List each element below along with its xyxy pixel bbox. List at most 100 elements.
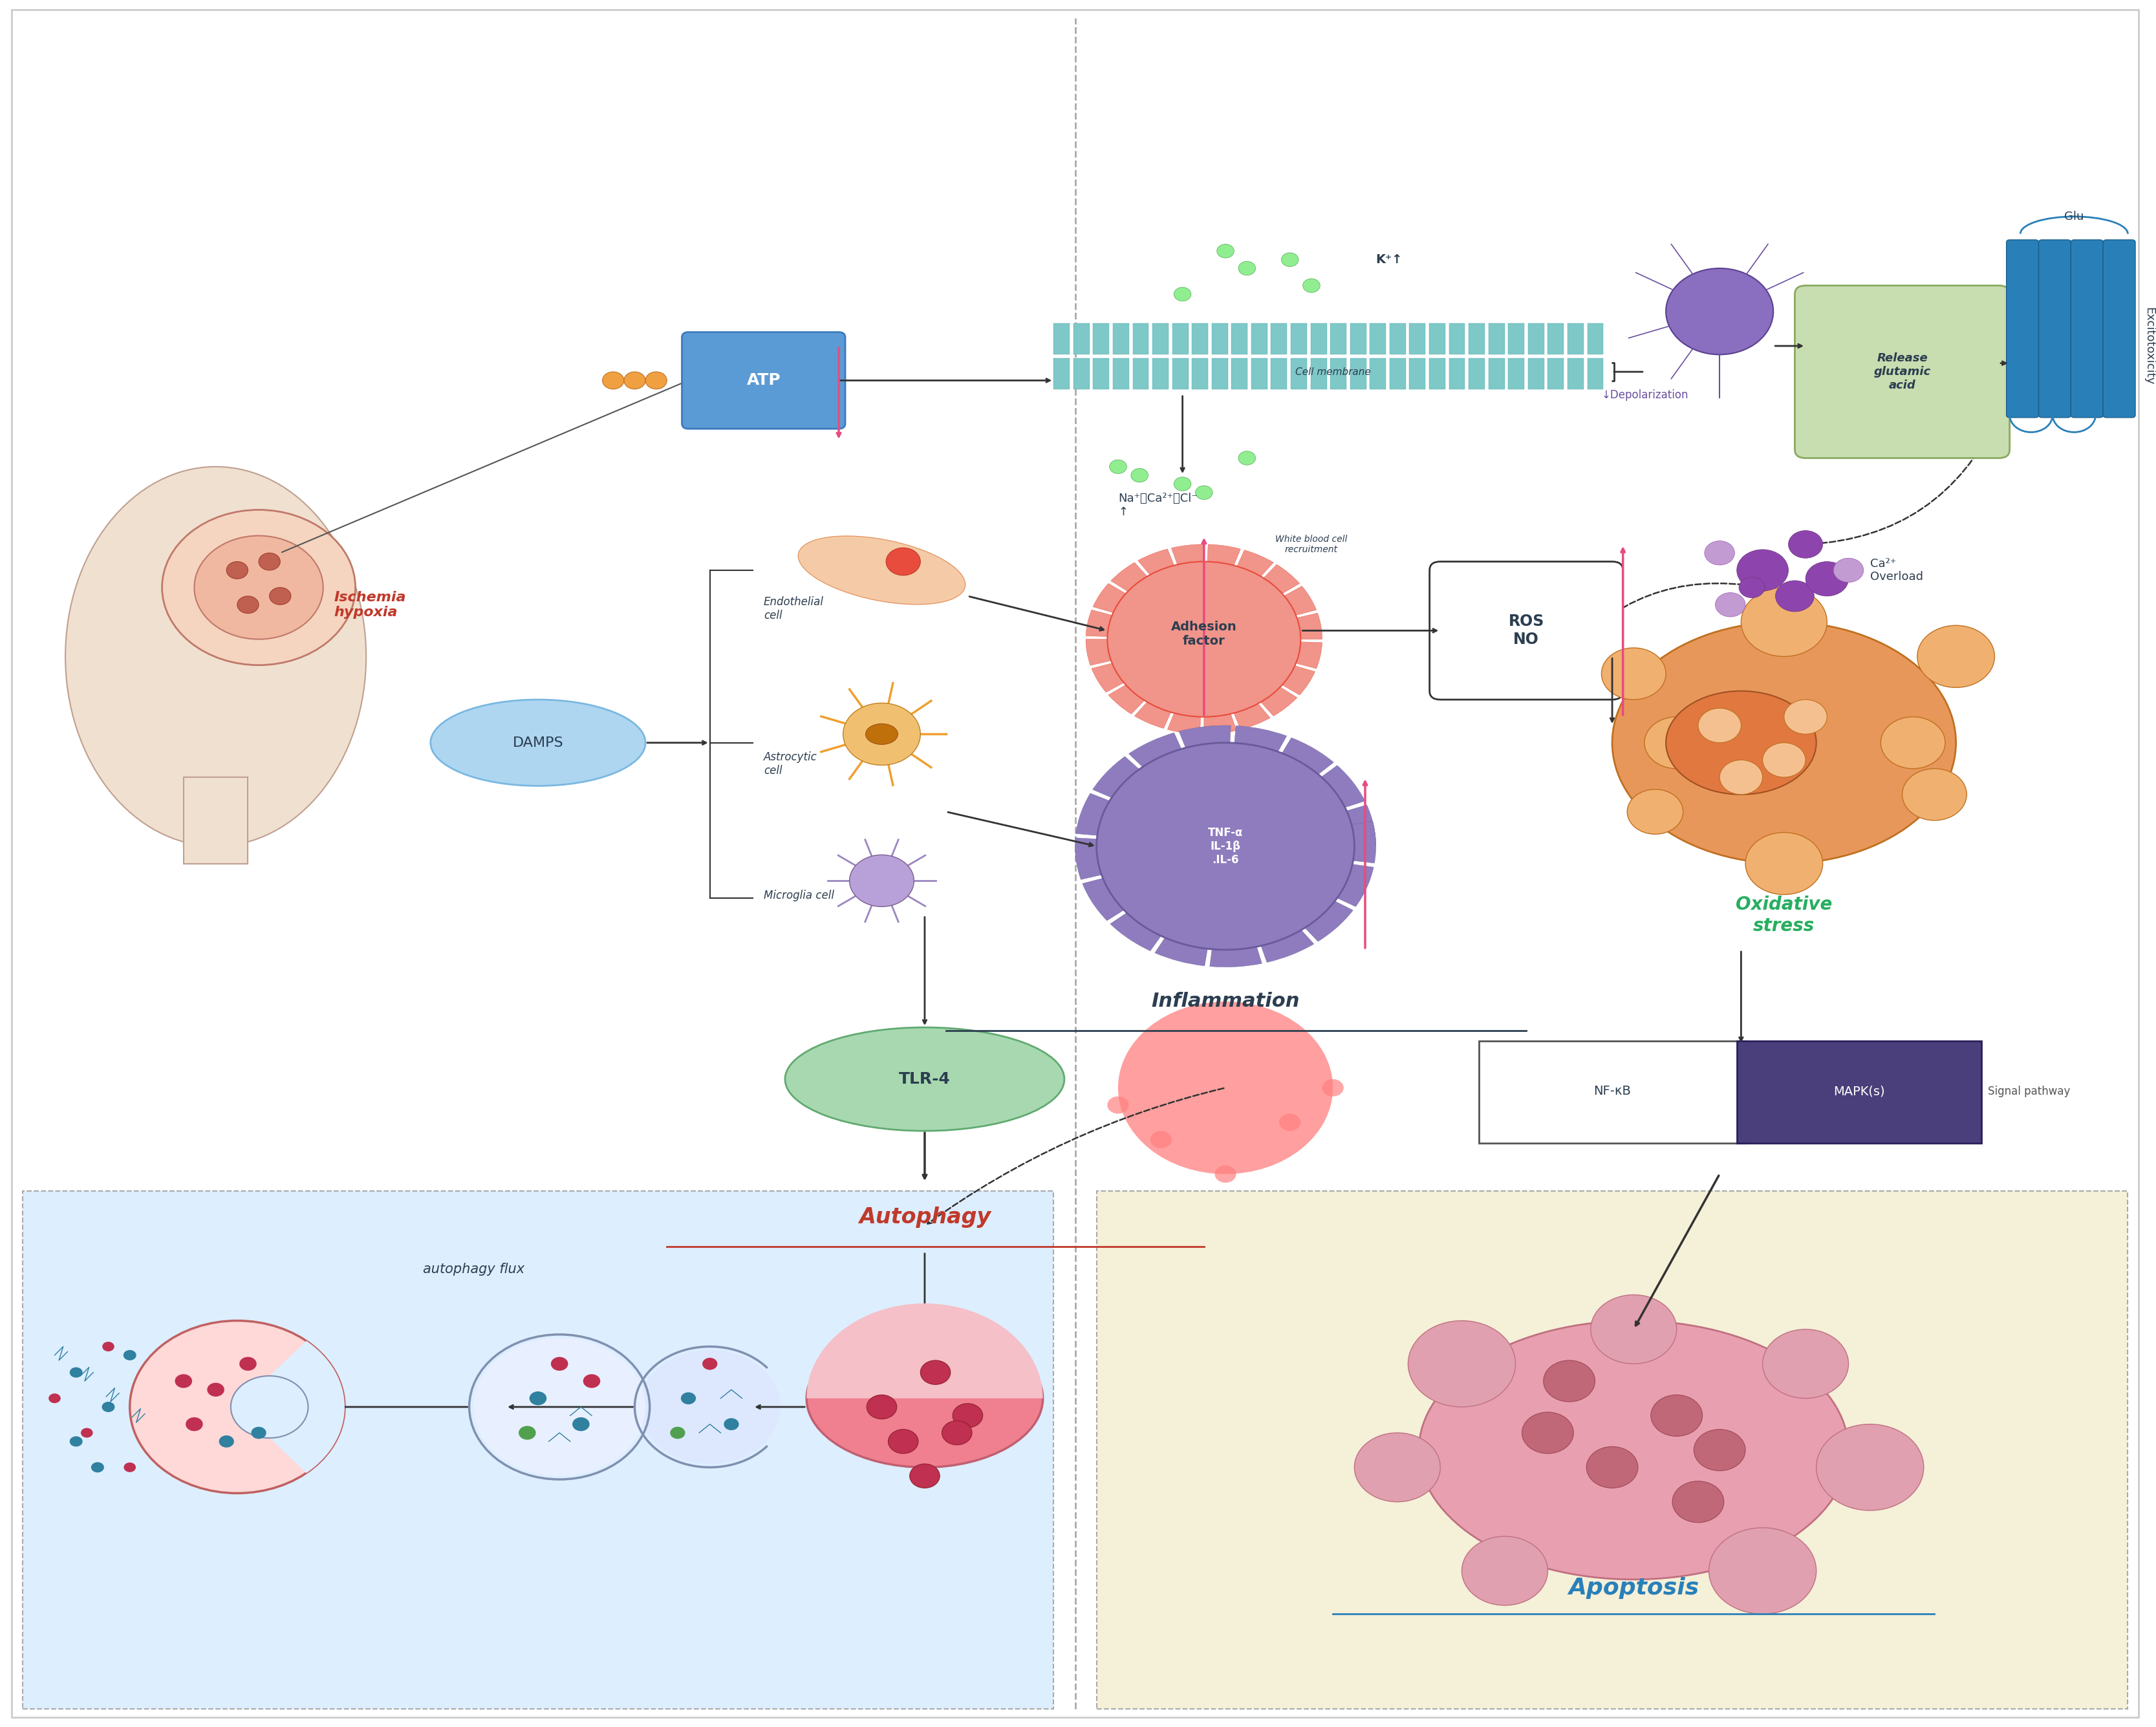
FancyBboxPatch shape — [1291, 323, 1307, 354]
Circle shape — [50, 1394, 60, 1402]
Wedge shape — [1091, 639, 1203, 693]
Wedge shape — [806, 1304, 1044, 1399]
Circle shape — [582, 1375, 599, 1389]
Text: Inflammation: Inflammation — [1151, 991, 1300, 1010]
Circle shape — [231, 1376, 308, 1439]
Circle shape — [123, 1463, 136, 1471]
Text: TNF-α
IL-1β
.IL-6: TNF-α IL-1β .IL-6 — [1207, 827, 1244, 865]
Circle shape — [1216, 244, 1233, 257]
Circle shape — [1783, 699, 1826, 734]
FancyBboxPatch shape — [1272, 323, 1287, 354]
Circle shape — [1591, 1295, 1677, 1364]
Wedge shape — [1203, 639, 1315, 694]
Circle shape — [520, 1427, 537, 1440]
Circle shape — [1716, 592, 1746, 617]
Circle shape — [1720, 760, 1764, 794]
Wedge shape — [1225, 846, 1373, 907]
Circle shape — [1462, 1537, 1548, 1606]
Circle shape — [1815, 1425, 1923, 1511]
Circle shape — [1651, 1395, 1703, 1437]
Text: Adhesion
factor: Adhesion factor — [1171, 620, 1238, 648]
FancyBboxPatch shape — [1153, 357, 1169, 389]
Wedge shape — [237, 1340, 345, 1473]
Wedge shape — [1110, 563, 1203, 639]
Circle shape — [1544, 1361, 1595, 1402]
Wedge shape — [1225, 820, 1376, 863]
Circle shape — [1238, 451, 1255, 465]
FancyBboxPatch shape — [1488, 357, 1505, 389]
Ellipse shape — [1419, 1321, 1848, 1580]
Wedge shape — [1225, 765, 1365, 846]
Circle shape — [237, 596, 259, 613]
Wedge shape — [1110, 846, 1225, 952]
FancyBboxPatch shape — [1330, 357, 1348, 389]
Circle shape — [185, 1418, 203, 1432]
Circle shape — [1108, 561, 1300, 717]
FancyBboxPatch shape — [1093, 357, 1108, 389]
FancyBboxPatch shape — [1054, 357, 1069, 389]
FancyBboxPatch shape — [1429, 323, 1445, 354]
Circle shape — [571, 1418, 589, 1432]
Circle shape — [91, 1463, 103, 1473]
Wedge shape — [1203, 639, 1238, 734]
Circle shape — [530, 1392, 548, 1406]
Circle shape — [1173, 477, 1190, 490]
Text: Oxidative
stress: Oxidative stress — [1736, 896, 1833, 934]
Circle shape — [888, 1430, 918, 1454]
Circle shape — [953, 1404, 983, 1428]
Wedge shape — [1169, 639, 1203, 734]
Circle shape — [638, 1351, 780, 1464]
Text: K⁺↑: K⁺↑ — [1376, 254, 1404, 266]
FancyBboxPatch shape — [1350, 357, 1367, 389]
Wedge shape — [1171, 544, 1203, 639]
FancyBboxPatch shape — [1212, 357, 1227, 389]
FancyBboxPatch shape — [1250, 357, 1268, 389]
FancyBboxPatch shape — [1097, 1192, 2128, 1708]
Circle shape — [886, 547, 921, 575]
Circle shape — [80, 1428, 93, 1437]
Circle shape — [162, 509, 356, 665]
Wedge shape — [1225, 737, 1335, 846]
FancyBboxPatch shape — [1567, 323, 1585, 354]
Circle shape — [1628, 789, 1684, 834]
Text: Release
glutamic
acid: Release glutamic acid — [1874, 352, 1932, 390]
Circle shape — [69, 1368, 82, 1378]
Wedge shape — [1138, 549, 1203, 639]
Wedge shape — [1203, 551, 1274, 639]
FancyBboxPatch shape — [1369, 357, 1386, 389]
Circle shape — [849, 855, 914, 907]
FancyBboxPatch shape — [1794, 285, 2009, 458]
Circle shape — [645, 371, 666, 389]
Circle shape — [671, 1427, 686, 1439]
FancyBboxPatch shape — [1391, 323, 1406, 354]
Ellipse shape — [785, 1028, 1065, 1131]
Circle shape — [1764, 743, 1805, 777]
FancyBboxPatch shape — [1192, 323, 1207, 354]
FancyBboxPatch shape — [1548, 323, 1563, 354]
FancyBboxPatch shape — [1509, 323, 1524, 354]
Circle shape — [239, 1357, 257, 1371]
FancyBboxPatch shape — [1192, 357, 1207, 389]
Circle shape — [623, 371, 645, 389]
Wedge shape — [1093, 584, 1203, 639]
Text: Autophagy: Autophagy — [858, 1207, 992, 1228]
FancyBboxPatch shape — [1479, 1041, 1746, 1143]
FancyBboxPatch shape — [1567, 357, 1585, 389]
Wedge shape — [1203, 544, 1240, 639]
Wedge shape — [1203, 639, 1322, 668]
Wedge shape — [1203, 565, 1300, 639]
FancyBboxPatch shape — [1112, 357, 1130, 389]
FancyBboxPatch shape — [1391, 357, 1406, 389]
Circle shape — [1742, 587, 1826, 656]
Circle shape — [1151, 1131, 1171, 1148]
Circle shape — [1132, 468, 1149, 482]
Text: Signal pathway: Signal pathway — [1988, 1085, 2070, 1097]
Circle shape — [910, 1464, 940, 1489]
Circle shape — [1833, 558, 1863, 582]
Circle shape — [1279, 1114, 1300, 1131]
Circle shape — [226, 561, 248, 579]
Text: DAMPS: DAMPS — [513, 736, 563, 750]
Wedge shape — [1225, 725, 1287, 846]
Circle shape — [1587, 1447, 1639, 1489]
Text: Apoptosis: Apoptosis — [1567, 1577, 1699, 1599]
